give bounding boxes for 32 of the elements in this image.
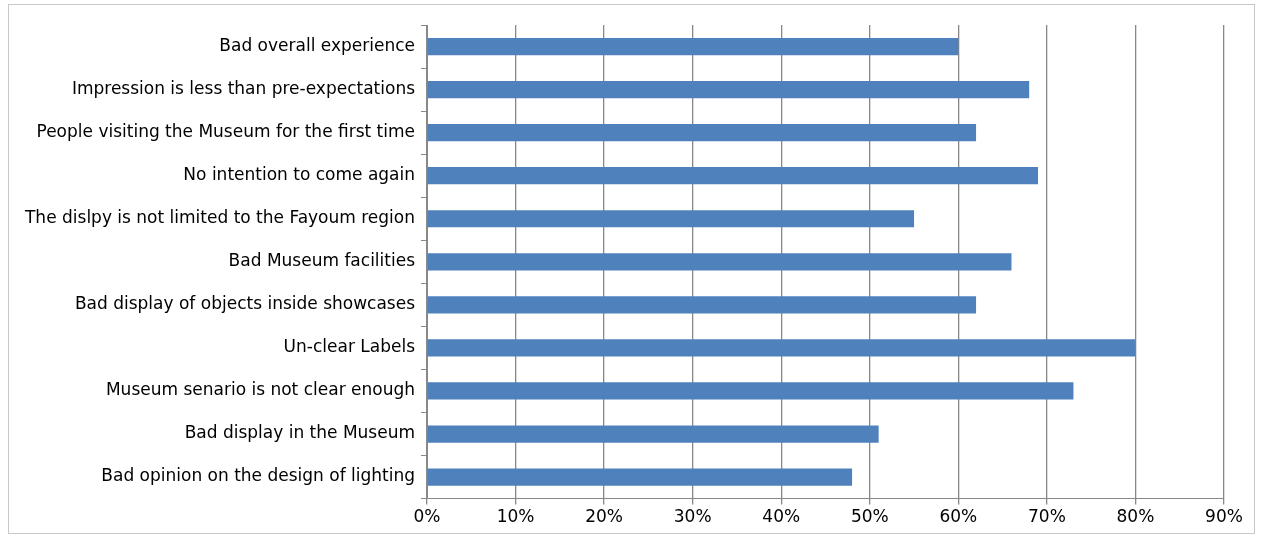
y-tick-label: Bad opinion on the design of lighting bbox=[101, 465, 416, 486]
y-tick-label: Bad Museum facilities bbox=[228, 250, 416, 271]
x-tick-label: 50% bbox=[850, 506, 889, 527]
y-tick-label: Bad display in the Museum bbox=[184, 422, 416, 443]
x-tick-label: 70% bbox=[1027, 506, 1066, 527]
x-tick-label: 20% bbox=[585, 506, 624, 527]
bar bbox=[427, 253, 1012, 271]
bar bbox=[427, 296, 977, 314]
bar bbox=[427, 210, 915, 228]
bar bbox=[427, 468, 853, 486]
bar bbox=[427, 382, 1074, 400]
x-tick-label: 40% bbox=[762, 506, 801, 527]
x-tick-label: 0% bbox=[413, 506, 441, 527]
y-tick-label: Impression is less than pre-expectations bbox=[71, 78, 416, 98]
y-tick-label: Museum senario is not clear enough bbox=[105, 379, 416, 400]
bar bbox=[427, 37, 959, 56]
x-tick-label: 90% bbox=[1205, 506, 1243, 527]
x-tick-label: 60% bbox=[939, 506, 978, 527]
bar bbox=[427, 80, 1030, 99]
x-tick-label: 30% bbox=[673, 506, 712, 527]
bar bbox=[427, 124, 977, 142]
bar bbox=[427, 339, 1136, 357]
y-tick-label: Bad display of objects inside showcases bbox=[74, 293, 416, 314]
bar bbox=[427, 425, 879, 443]
y-tick-label: Bad overall experience bbox=[219, 34, 416, 55]
y-tick-label: No intention to come again bbox=[183, 164, 416, 185]
y-tick-label: The dislpy is not limited to the Fayoum region bbox=[23, 207, 416, 228]
x-tick-label: 10% bbox=[496, 506, 535, 527]
bar bbox=[427, 167, 1039, 185]
x-tick-label: 80% bbox=[1116, 506, 1155, 527]
y-tick-label: Un-clear Labels bbox=[283, 336, 416, 357]
y-tick-label: People visiting the Museum for the first time bbox=[36, 121, 416, 142]
